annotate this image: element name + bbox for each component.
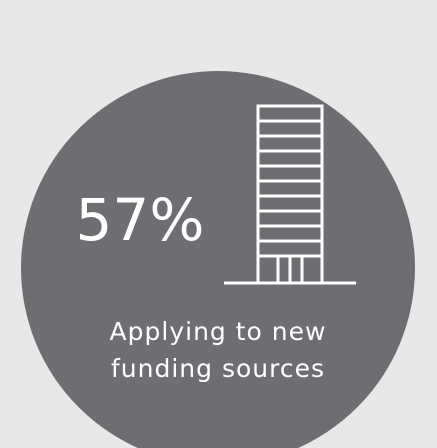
circle-badge bbox=[21, 71, 415, 448]
stat-label: funding sources bbox=[111, 354, 325, 383]
stat-label: Applying to new bbox=[110, 317, 327, 346]
building-icon bbox=[224, 104, 356, 285]
stat-value: 57% bbox=[76, 186, 205, 254]
